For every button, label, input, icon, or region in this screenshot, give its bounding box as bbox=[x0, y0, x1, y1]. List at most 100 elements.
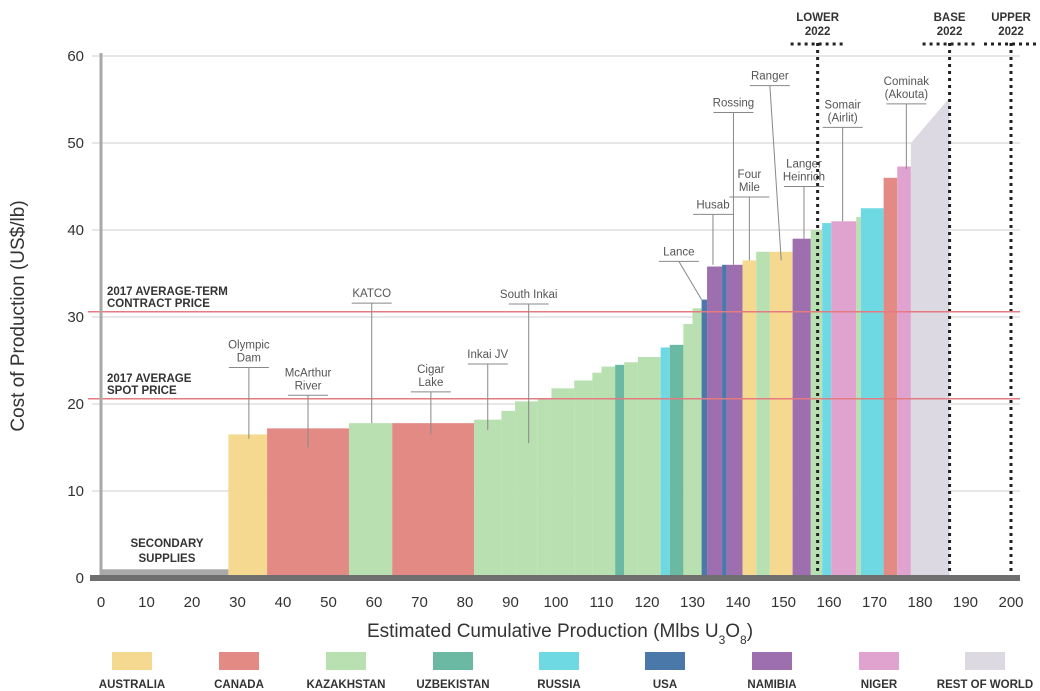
legend-label: CANADA bbox=[214, 679, 264, 691]
x-tick-label: 30 bbox=[229, 594, 246, 611]
bar bbox=[515, 401, 538, 578]
legend: AUSTRALIA CANADA KAZAKHSTAN UZBEKISTAN RUSSI… bbox=[99, 652, 1033, 691]
scenario-label: UPPER bbox=[991, 12, 1031, 24]
scenario-label: 2022 bbox=[805, 26, 831, 38]
bar bbox=[883, 177, 898, 579]
bar bbox=[856, 216, 861, 578]
annotation-label: Lake bbox=[418, 377, 443, 389]
bar bbox=[726, 264, 743, 578]
x-tick-label: 130 bbox=[680, 594, 705, 611]
price-line-label: CONTRACT PRICE bbox=[107, 298, 210, 310]
x-tick-label: 170 bbox=[862, 594, 887, 611]
bar bbox=[228, 434, 268, 578]
legend-label: KAZAKHSTAN bbox=[306, 679, 385, 691]
y-tick-label: 0 bbox=[76, 570, 84, 587]
y-tick-label: 10 bbox=[67, 483, 84, 500]
bar bbox=[792, 238, 811, 578]
scenario-label: 2022 bbox=[998, 26, 1024, 38]
annotation-label: Four bbox=[738, 169, 762, 181]
price-line-label: 2017 AVERAGE-TERM bbox=[107, 286, 228, 298]
bar bbox=[474, 419, 502, 578]
x-axis-title-part: O bbox=[725, 621, 740, 642]
bar bbox=[860, 208, 884, 578]
legend-label: AUSTRALIA bbox=[99, 679, 165, 691]
bar bbox=[660, 347, 670, 578]
bar bbox=[551, 388, 575, 578]
bar bbox=[897, 166, 911, 579]
secondary-supplies-label: SUPPLIES bbox=[139, 553, 196, 565]
annotation-label: River bbox=[295, 380, 322, 392]
bar bbox=[574, 380, 593, 578]
x-tick-label: 60 bbox=[366, 594, 383, 611]
bar bbox=[756, 251, 770, 578]
annotation-leader bbox=[678, 261, 703, 300]
bar bbox=[722, 264, 727, 578]
scenario-label: LOWER bbox=[796, 12, 839, 24]
legend-label: NAMIBIA bbox=[747, 679, 796, 691]
y-tick-label: 30 bbox=[67, 309, 84, 326]
annotation-label: Dam bbox=[237, 352, 261, 364]
annotation-label: KATCO bbox=[352, 288, 391, 300]
scenario-lines: LOWER 2022 BASE 2022 UPPER 2022 bbox=[790, 12, 1038, 578]
annotation-label: Heinrich bbox=[783, 172, 825, 184]
bar bbox=[392, 423, 475, 578]
secondary-supplies-label: SECONDARY bbox=[130, 538, 203, 550]
x-axis-title-part: 8 bbox=[740, 633, 747, 647]
bar bbox=[101, 569, 229, 578]
annotation-label: Inkai JV bbox=[467, 349, 508, 361]
bar bbox=[501, 410, 516, 578]
x-axis bbox=[90, 575, 1020, 581]
bar bbox=[822, 223, 832, 579]
annotation-label: Mile bbox=[739, 182, 760, 194]
legend-swatch bbox=[645, 652, 685, 670]
legend-swatch bbox=[112, 652, 152, 670]
annotation-label: Husab bbox=[696, 199, 729, 211]
annotation-label: Rossing bbox=[713, 98, 755, 110]
bar bbox=[692, 308, 702, 578]
legend-swatch bbox=[752, 652, 792, 670]
bar bbox=[637, 357, 661, 578]
bar bbox=[769, 251, 793, 578]
annotation-label: Cominak bbox=[884, 76, 930, 88]
x-tick-label: 180 bbox=[907, 594, 932, 611]
y-tick-label: 60 bbox=[67, 48, 84, 65]
annotation-label: Olympic bbox=[228, 339, 270, 351]
bar bbox=[683, 323, 693, 578]
legend-label: RUSSIA bbox=[537, 679, 580, 691]
annotation-label: McArthur bbox=[285, 367, 332, 379]
annotation-label: Ranger bbox=[751, 71, 789, 83]
x-tick-label: 100 bbox=[543, 594, 568, 611]
annotation-label: Langer bbox=[786, 159, 822, 171]
annotation-label: South Inkai bbox=[500, 289, 558, 301]
price-line-label: 2017 AVERAGE bbox=[107, 373, 192, 385]
x-tick-label: 140 bbox=[725, 594, 750, 611]
legend-swatch bbox=[326, 652, 366, 670]
bar bbox=[615, 364, 625, 578]
bars bbox=[101, 97, 950, 579]
bar bbox=[601, 366, 616, 578]
bar bbox=[592, 372, 602, 578]
legend-swatch bbox=[433, 652, 473, 670]
x-tick-label: 120 bbox=[634, 594, 659, 611]
bar bbox=[669, 344, 684, 578]
scenario-label: 2022 bbox=[937, 26, 963, 38]
annotation-leader bbox=[769, 85, 782, 261]
bar bbox=[624, 362, 638, 578]
axes: 0 10 20 30 40 50 60 0 10 20 30 40 50 60 70 80 90 100 110 12… bbox=[8, 48, 1024, 647]
x-tick-label: 160 bbox=[816, 594, 841, 611]
legend-swatch bbox=[965, 652, 1005, 670]
bar bbox=[742, 260, 757, 578]
y-axis-title: Cost of Production (US$/lb) bbox=[8, 200, 29, 431]
x-axis-title-part: Estimated Cumulative Production (Mlbs U bbox=[367, 621, 719, 642]
scenario-label: BASE bbox=[934, 12, 966, 24]
legend-swatch bbox=[859, 652, 899, 670]
rest-of-world-area bbox=[910, 97, 950, 578]
legend-label: USA bbox=[653, 679, 677, 691]
bar bbox=[348, 423, 393, 578]
price-line-label: SPOT PRICE bbox=[107, 385, 177, 397]
x-tick-label: 20 bbox=[184, 594, 201, 611]
x-tick-label: 10 bbox=[138, 594, 155, 611]
bar bbox=[267, 428, 349, 578]
